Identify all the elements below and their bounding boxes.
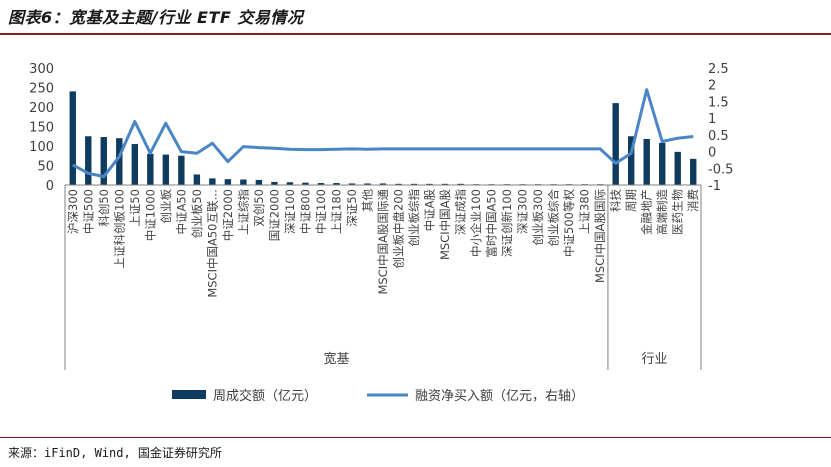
category-label: MSCI中国A50互联…: [205, 189, 219, 298]
right-axis-tick: -0.5: [708, 162, 733, 177]
category-label: 创业板中盘200: [392, 189, 406, 268]
group-label: 宽基: [323, 351, 349, 367]
category-label: 深证50: [345, 189, 359, 227]
category-label: 中证1000: [143, 189, 157, 241]
category-label: 高端制造: [655, 189, 669, 235]
category-label: 上证综指: [236, 189, 250, 235]
bar: [271, 181, 278, 185]
bar: [147, 153, 154, 185]
category-label: 创业板综合: [547, 189, 561, 247]
category-label: 创业板: [159, 189, 173, 224]
category-label: 双创50: [252, 189, 266, 227]
source-rule: [0, 437, 831, 438]
legend-bar-label: 周成交额（亿元）: [213, 388, 317, 404]
source-note: 来源：iFinD, Wind, 国金证券研究所: [8, 446, 222, 460]
title-rule: [0, 33, 831, 35]
bar: [240, 179, 247, 185]
category-label: 上证380: [578, 189, 592, 234]
bar: [69, 91, 76, 185]
category-label: 深证100: [283, 189, 297, 234]
bar: [457, 183, 464, 185]
category-label: 中证A股: [423, 189, 437, 232]
bar: [426, 183, 433, 185]
right-axis-tick: 2: [708, 79, 716, 94]
bar: [674, 151, 681, 185]
left-axis-tick: 200: [29, 101, 54, 116]
bar: [224, 179, 232, 185]
right-axis-tick: 1: [708, 112, 716, 127]
category-label: 创业板50: [190, 189, 204, 238]
category-label: 科创50: [97, 189, 111, 227]
category-label: 中证100: [314, 189, 328, 234]
left-axis-tick: 300: [29, 62, 54, 77]
category-label: 上证50: [128, 189, 142, 227]
legend-bar-swatch: [172, 390, 206, 399]
bar: [209, 178, 216, 185]
category-label: 深证300: [516, 189, 530, 234]
category-label: 创业板综指: [407, 189, 421, 247]
bar: [410, 183, 418, 185]
bar: [116, 138, 123, 185]
right-axis-tick: 0: [708, 146, 716, 161]
bar: [100, 137, 107, 185]
category-label: 深证成指: [454, 189, 468, 235]
bar: [348, 183, 356, 185]
category-label: 创业板300: [531, 189, 545, 245]
category-label: 国证2000: [267, 189, 281, 241]
category-label: MSCI中国A股: [438, 189, 452, 261]
category-label: 中证500: [81, 189, 95, 234]
category-label: 沪深300: [66, 189, 80, 234]
bar: [441, 183, 449, 185]
bar: [162, 154, 170, 185]
category-label: 周期: [624, 189, 638, 212]
right-axis-tick: 1.5: [708, 95, 729, 110]
category-label: 上证科创板100: [112, 189, 126, 268]
bar: [178, 155, 185, 185]
category-label: 医药生物: [671, 189, 685, 235]
category-label: 中证2000: [221, 189, 235, 241]
category-label: 科技: [609, 189, 623, 212]
category-label: 金融地产: [640, 189, 654, 235]
left-axis-tick: 0: [46, 179, 54, 194]
bar: [395, 183, 402, 185]
legend-line-label: 融资净买入额（亿元，右轴）: [415, 389, 584, 404]
left-axis-tick: 100: [29, 140, 54, 155]
net-buy-line: [72, 88, 694, 179]
bar: [643, 138, 650, 185]
bar: [302, 182, 309, 185]
category-label: 中证A50: [174, 189, 188, 235]
bar: [286, 182, 294, 185]
category-label: 富时中国A50: [485, 189, 499, 258]
category-label: 消费: [686, 189, 700, 212]
right-axis-tick: 2.5: [708, 62, 729, 77]
category-label: 中小企业100: [469, 189, 483, 257]
category-label: MSCI中国A股国际: [593, 189, 607, 283]
group-label: 行业: [641, 352, 667, 367]
bar: [627, 136, 635, 185]
bar: [193, 174, 201, 185]
bar: [317, 183, 325, 185]
left-axis-tick: 250: [29, 82, 54, 97]
bar: [659, 142, 666, 185]
bar: [255, 179, 263, 185]
bar: [85, 136, 92, 185]
right-axis-tick: -1: [708, 179, 721, 194]
bar: [364, 183, 371, 185]
category-label: 中证800: [298, 189, 312, 234]
category-label: MSCI中国A股国际通: [376, 189, 390, 295]
bar: [379, 183, 387, 185]
category-label: 中证500等权: [562, 189, 576, 257]
bar: [690, 158, 697, 185]
left-axis-tick: 150: [29, 121, 54, 136]
right-axis-tick: 0.5: [708, 129, 729, 144]
chart-title: 图表6：宽基及主题/行业 ETF 交易情况: [8, 8, 304, 27]
etf-trading-chart: 050100150200250300-1-0.500.511.522.5沪深30…: [29, 62, 733, 404]
category-label: 深证创新100: [500, 189, 514, 257]
left-axis-tick: 50: [37, 160, 54, 175]
bar: [131, 144, 139, 185]
bar: [612, 103, 619, 185]
category-label: 上证180: [329, 189, 343, 234]
bar: [333, 183, 340, 185]
category-label: 其他: [360, 189, 374, 212]
